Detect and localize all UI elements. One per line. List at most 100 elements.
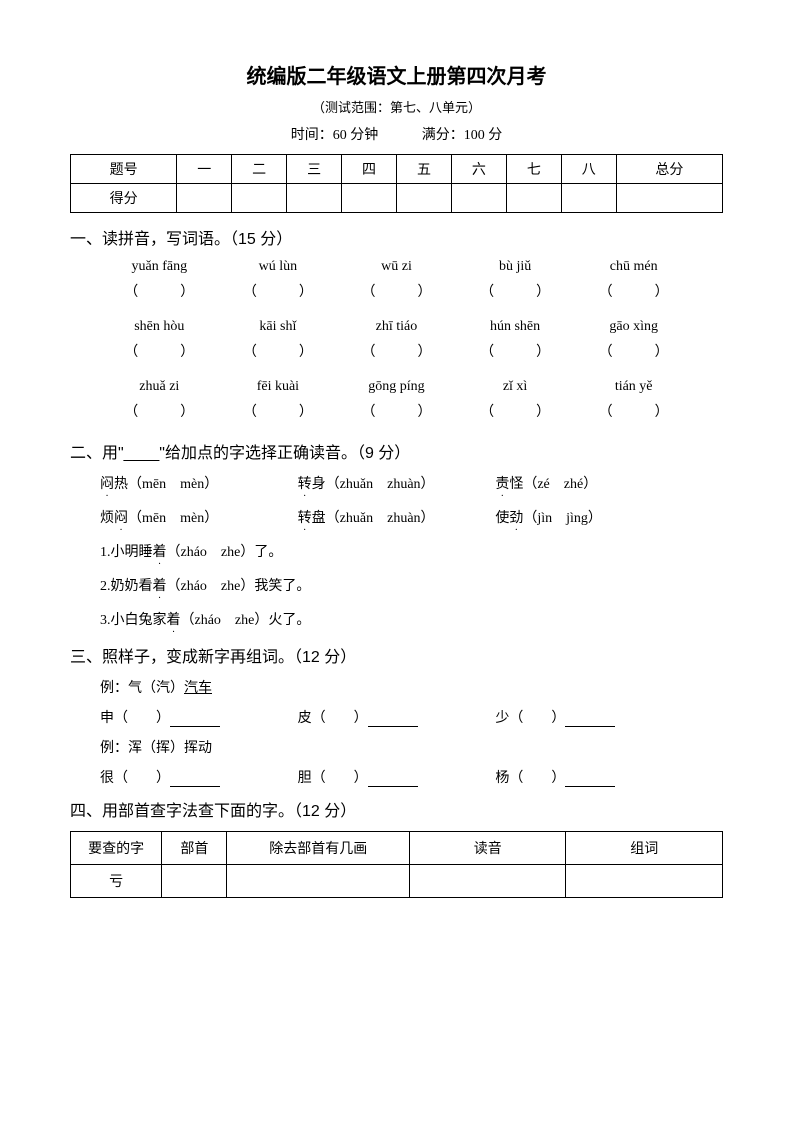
answer-blank[interactable]: （ ） [337,341,456,361]
score-header: 一 [177,155,232,184]
q4-cell[interactable] [162,865,227,898]
q2-sentence: 1.小明睡着（zháo zhe）了。 [70,541,723,561]
q3-ex-word: 汽车 [184,681,212,696]
q3-item: 杨（ ） [495,767,693,787]
pinyin-item: bù jiǔ [456,259,575,275]
answer-blank[interactable]: （ ） [456,281,575,301]
answer-blank[interactable]: （ ） [337,281,456,301]
score-header-row: 题号 一 二 三 四 五 六 七 八 总分 [71,155,723,184]
q3-example: 例：气（汽）汽车 [70,677,723,697]
answer-blank[interactable]: （ ） [100,341,219,361]
score-cell[interactable] [451,184,506,213]
q2-prefix: 使 [495,511,509,526]
answer-row: （ ）（ ）（ ）（ ）（ ） [70,281,723,301]
q2-title: 二、用"____"给加点的字选择正确读音。（9 分） [70,439,723,463]
q1-title: 一、读拼音，写词语。（15 分） [70,225,723,249]
q2-post: （zháo zhe）火了。 [181,613,311,628]
q4-header: 部首 [162,832,227,865]
answer-blank[interactable]: （ ） [219,401,338,421]
score-cell[interactable] [342,184,397,213]
q2-row: 闷热（mēn mèn） 转身（zhuǎn zhuàn） 责怪（zé zhé） [70,473,723,493]
answer-blank[interactable]: （ ） [456,401,575,421]
q4-cell[interactable] [566,865,723,898]
q2-char: 闷 [114,511,128,526]
q3-ex-text: 例：气（汽） [100,681,184,696]
q2-char: 转 [298,511,312,526]
q2-char: 着 [167,613,181,628]
q4-table: 要查的字 部首 除去部首有几画 读音 组词 亏 [70,831,723,898]
q2-pre: 小白兔家 [111,613,167,628]
score-cell[interactable] [232,184,287,213]
pinyin-item: wū zi [337,259,456,275]
q3-item: 很（ ） [100,767,298,787]
pinyin-item: gōng píng [337,379,456,395]
q2-num: 2. [100,579,111,594]
pinyin-row: yuǎn fāngwú lùnwū zibù jiǔchū mén [70,259,723,275]
score-row-label: 得分 [71,184,177,213]
q2-word: （jìn jìng） [523,511,602,526]
q3-row: 申（ ） 皮（ ） 少（ ） [70,707,723,727]
q2-post: （zháo zhe）我笑了。 [167,579,311,594]
pinyin-item: zhī tiáo [337,319,456,335]
q4-char: 亏 [71,865,162,898]
score-cell[interactable] [561,184,616,213]
score-cell[interactable] [616,184,722,213]
answer-blank[interactable]: （ ） [219,341,338,361]
q3-example: 例：浑（挥）挥动 [70,737,723,757]
q2-num: 3. [100,613,111,628]
score-cell[interactable] [506,184,561,213]
q2-word: 热（mēn mèn） [114,477,218,492]
q3-text: 申（ ） [100,711,170,726]
q2-word: 盘（zhuǎn zhuàn） [312,511,435,526]
score-header: 四 [342,155,397,184]
score-label: 满分：100 分 [422,128,503,143]
q4-header-row: 要查的字 部首 除去部首有几画 读音 组词 [71,832,723,865]
q2-num: 1. [100,545,111,560]
blank[interactable] [368,773,418,787]
q2-item: 责怪（zé zhé） [495,473,693,493]
q4-cell[interactable] [410,865,566,898]
score-header: 总分 [616,155,722,184]
q3-title: 三、照样子，变成新字再组词。（12 分） [70,643,723,667]
answer-row: （ ）（ ）（ ）（ ）（ ） [70,401,723,421]
score-cell[interactable] [396,184,451,213]
q2-item: 使劲（jìn jìng） [495,507,693,527]
answer-blank[interactable]: （ ） [337,401,456,421]
score-cell[interactable] [287,184,342,213]
answer-blank[interactable]: （ ） [456,341,575,361]
q2-pre: 奶奶看 [111,579,153,594]
pinyin-item: tián yě [574,379,693,395]
q2-item: 转身（zhuǎn zhuàn） [298,473,496,493]
blank[interactable] [170,773,220,787]
answer-blank[interactable]: （ ） [574,401,693,421]
answer-blank[interactable]: （ ） [100,281,219,301]
blank[interactable] [565,713,615,727]
answer-blank[interactable]: （ ） [574,341,693,361]
q4-cell[interactable] [227,865,410,898]
blank[interactable] [368,713,418,727]
q2-prefix: 烦 [100,511,114,526]
exam-subtitle: （测试范围：第七、八单元） [70,97,723,116]
q2-item: 闷热（mēn mèn） [100,473,298,493]
q4-title: 四、用部首查字法查下面的字。（12 分） [70,797,723,821]
q4-header: 读音 [410,832,566,865]
pinyin-item: chū mén [574,259,693,275]
q3-text: 少（ ） [495,711,565,726]
score-cell[interactable] [177,184,232,213]
pinyin-item: zǐ xì [456,379,575,395]
pinyin-item: gāo xìng [574,319,693,335]
q3-item: 少（ ） [495,707,693,727]
q3-text: 皮（ ） [298,711,368,726]
pinyin-row: zhuǎ zifēi kuàigōng píngzǐ xìtián yě [70,379,723,395]
score-header: 六 [451,155,506,184]
q4-header: 除去部首有几画 [227,832,410,865]
q2-post: （zháo zhe）了。 [167,545,283,560]
blank[interactable] [565,773,615,787]
q2-sentence: 2.奶奶看着（zháo zhe）我笑了。 [70,575,723,595]
answer-blank[interactable]: （ ） [219,281,338,301]
blank[interactable] [170,713,220,727]
score-header: 七 [506,155,561,184]
q3-row: 很（ ） 胆（ ） 杨（ ） [70,767,723,787]
answer-blank[interactable]: （ ） [574,281,693,301]
answer-blank[interactable]: （ ） [100,401,219,421]
